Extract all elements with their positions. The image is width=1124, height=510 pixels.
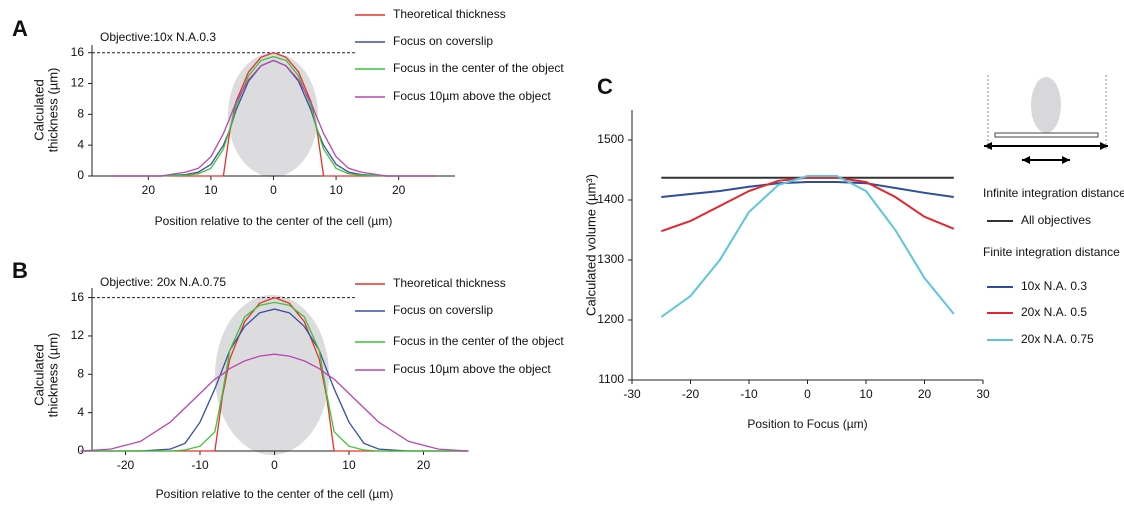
data-line: [80, 301, 469, 452]
annotation: Objective: 20x N.A.0.75: [100, 275, 226, 289]
x-tick-label: -20: [117, 458, 135, 472]
y-tick-label: 1400: [597, 192, 624, 206]
data-line: [110, 52, 437, 177]
y-tick-label: 1300: [597, 252, 624, 266]
y-tick-label: 12: [71, 328, 85, 342]
data-line: [110, 59, 437, 177]
x-tick-label: 30: [976, 387, 990, 401]
y-tick-label: 16: [71, 45, 85, 59]
y-tick-label: 16: [71, 290, 85, 304]
legend-label: 20x N.A. 0.5: [1021, 305, 1087, 319]
y-tick-label: 1200: [597, 312, 624, 326]
data-line: [80, 353, 469, 452]
legend-label: 20x N.A. 0.75: [1021, 332, 1094, 346]
panel-label: C: [597, 74, 613, 99]
y-axis-label: thickness (µm): [45, 333, 60, 418]
x-axis-label: Position to Focus (µm): [747, 417, 867, 431]
cell-shape: [215, 295, 329, 455]
y-tick-label: 12: [71, 76, 85, 90]
data-line: [110, 55, 437, 177]
data-line: [660, 175, 955, 318]
panel-label: B: [12, 258, 28, 283]
legend-label: Focus in the center of the object: [393, 61, 564, 75]
legend-label: Focus in the center of the object: [393, 334, 564, 348]
legend-label: Theoretical thickness: [393, 276, 506, 290]
x-tick-label: -20: [682, 387, 700, 401]
x-tick-label: 10: [342, 458, 356, 472]
y-tick-label: 0: [77, 443, 84, 457]
legend-label: 10x N.A. 0.3: [1021, 279, 1087, 293]
y-axis-label: Calculated: [31, 344, 46, 405]
y-tick-label: 1500: [597, 132, 624, 146]
panel-label: A: [12, 16, 28, 41]
annotation: Objective:10x N.A.0.3: [100, 30, 216, 44]
y-tick-label: 8: [77, 107, 84, 121]
x-tick-label: 0: [804, 387, 811, 401]
legend-label: All objectives: [1021, 213, 1091, 227]
data-line: [80, 308, 469, 452]
x-tick-label: -10: [740, 387, 758, 401]
y-axis-label: Calculated volume (µm³): [583, 174, 598, 316]
y-tick-label: 8: [77, 366, 84, 380]
schematic: [984, 75, 1108, 164]
legend-heading: Infinite integration distance: [983, 186, 1124, 200]
x-tick-label: 20: [142, 183, 156, 197]
legend-label: Focus on coverslip: [393, 303, 493, 317]
x-tick-label: 10: [859, 387, 873, 401]
x-tick-label: -30: [623, 387, 641, 401]
x-tick-label: 10: [204, 183, 218, 197]
x-axis-label: Position relative to the center of the c…: [155, 214, 393, 228]
y-tick-label: 1100: [598, 372, 624, 386]
x-tick-label: 20: [392, 183, 406, 197]
data-line: [661, 181, 954, 198]
x-tick-label: 20: [417, 458, 431, 472]
x-tick-label: 10: [329, 183, 343, 197]
y-tick-label: 4: [77, 137, 84, 151]
chart-panel: A Objective:10x N.A.0.3 20 10 0 10 20 0 4 8 12 16 Po…: [12, 7, 564, 228]
y-tick-label: 4: [77, 405, 84, 419]
legend-label: Focus 10µm above the object: [393, 362, 551, 376]
x-tick-label: 20: [918, 387, 932, 401]
y-tick-label: 0: [77, 168, 84, 182]
x-tick-label: 0: [270, 183, 277, 197]
x-tick-label: -10: [191, 458, 209, 472]
legend-label: Theoretical thickness: [393, 7, 506, 21]
legend-label: Focus on coverslip: [393, 34, 493, 48]
legend-label: Focus 10µm above the object: [393, 89, 551, 103]
y-axis-label: thickness (µm): [45, 68, 60, 153]
data-line: [660, 176, 955, 233]
chart-panel: C -30 -20 -10 0 10 20 30 1100 1200 1300 1400 1500 Pos…: [583, 74, 1124, 431]
y-axis-label: Calculated: [31, 79, 46, 140]
x-tick-label: 0: [271, 458, 278, 472]
x-axis-label: Position relative to the center of the c…: [156, 487, 394, 501]
data-line: [80, 296, 469, 452]
cell-shape: [228, 53, 318, 177]
chart-panel: B Objective: 20x N.A.0.75 -20 -10 0 10 20 0 4 8 12…: [12, 258, 564, 501]
legend-heading: Finite integration distance: [983, 245, 1120, 259]
